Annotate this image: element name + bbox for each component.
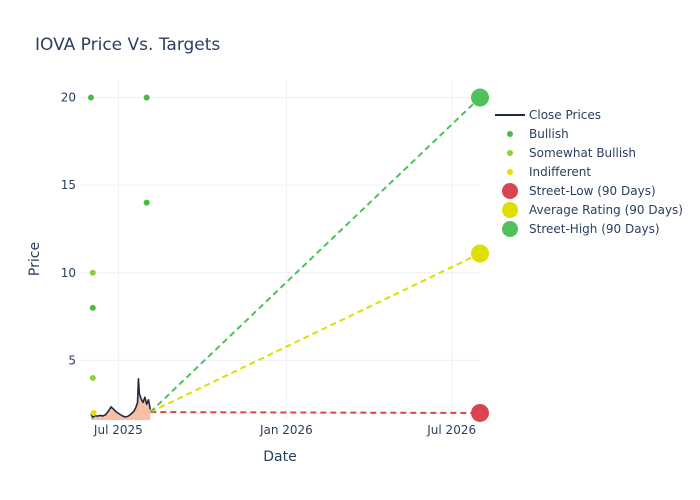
rating-point — [89, 269, 96, 276]
rating-point — [90, 409, 97, 416]
legend-item-label[interactable]: Bullish — [529, 127, 569, 141]
legend-item-label[interactable]: Street-Low (90 Days) — [529, 184, 656, 198]
y-tick-label: 10 — [61, 266, 76, 280]
target-endpoint-marker — [471, 244, 489, 263]
legend-swatch-circle — [502, 221, 518, 237]
close-price-line — [90, 378, 152, 419]
legend[interactable]: Close Prices Bullish Somewhat Bullish Indif… — [495, 108, 683, 237]
target-endpoint-marker — [471, 88, 489, 107]
legend-swatch-circle — [502, 202, 518, 218]
grid — [80, 80, 480, 420]
rating-point — [143, 94, 150, 101]
x-tick-label: Jul 2026 — [426, 423, 476, 437]
legend-item-label[interactable]: Indifferent — [529, 165, 591, 179]
rating-point — [89, 304, 96, 311]
x-tick-label: Jul 2025 — [93, 423, 143, 437]
legend-swatch-dot — [507, 169, 513, 175]
target-trend-line — [149, 252, 481, 414]
legend-item-label[interactable]: Average Rating (90 Days) — [529, 203, 683, 217]
close-price-line-group — [90, 378, 152, 419]
x-axis-title: Date — [263, 449, 296, 465]
y-axis-title: Price — [27, 242, 43, 276]
legend-item-label[interactable]: Somewhat Bullish — [529, 146, 636, 160]
target-lines — [149, 96, 481, 414]
target-endpoint-marker — [471, 403, 489, 422]
chart-title: IOVA Price Vs. Targets — [35, 35, 220, 55]
x-tick-label: Jan 2026 — [259, 423, 313, 437]
legend-item-label[interactable]: Close Prices — [529, 108, 601, 122]
legend-swatch-circle — [502, 183, 518, 199]
legend-item-label[interactable]: Street-High (90 Days) — [529, 222, 660, 236]
rating-point — [87, 94, 94, 101]
target-trend-line — [149, 96, 481, 413]
y-tick-label: 15 — [61, 178, 76, 192]
target-trend-line — [150, 411, 481, 414]
axes: 5 10 15 20 Jul 2025 Jan 2026 Jul 2026 — [61, 91, 476, 437]
rating-markers — [87, 88, 489, 422]
rating-point — [143, 199, 150, 206]
y-tick-label: 20 — [61, 91, 76, 105]
rating-point — [89, 374, 96, 381]
y-tick-label: 5 — [68, 353, 76, 367]
legend-swatch-dot — [507, 131, 513, 137]
legend-swatch-dot — [507, 150, 513, 156]
